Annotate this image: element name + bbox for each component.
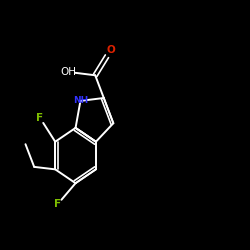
- Text: F: F: [36, 113, 44, 123]
- Text: O: O: [106, 46, 115, 56]
- Text: NH: NH: [73, 96, 88, 106]
- Text: F: F: [54, 199, 61, 209]
- Text: OH: OH: [60, 67, 76, 77]
